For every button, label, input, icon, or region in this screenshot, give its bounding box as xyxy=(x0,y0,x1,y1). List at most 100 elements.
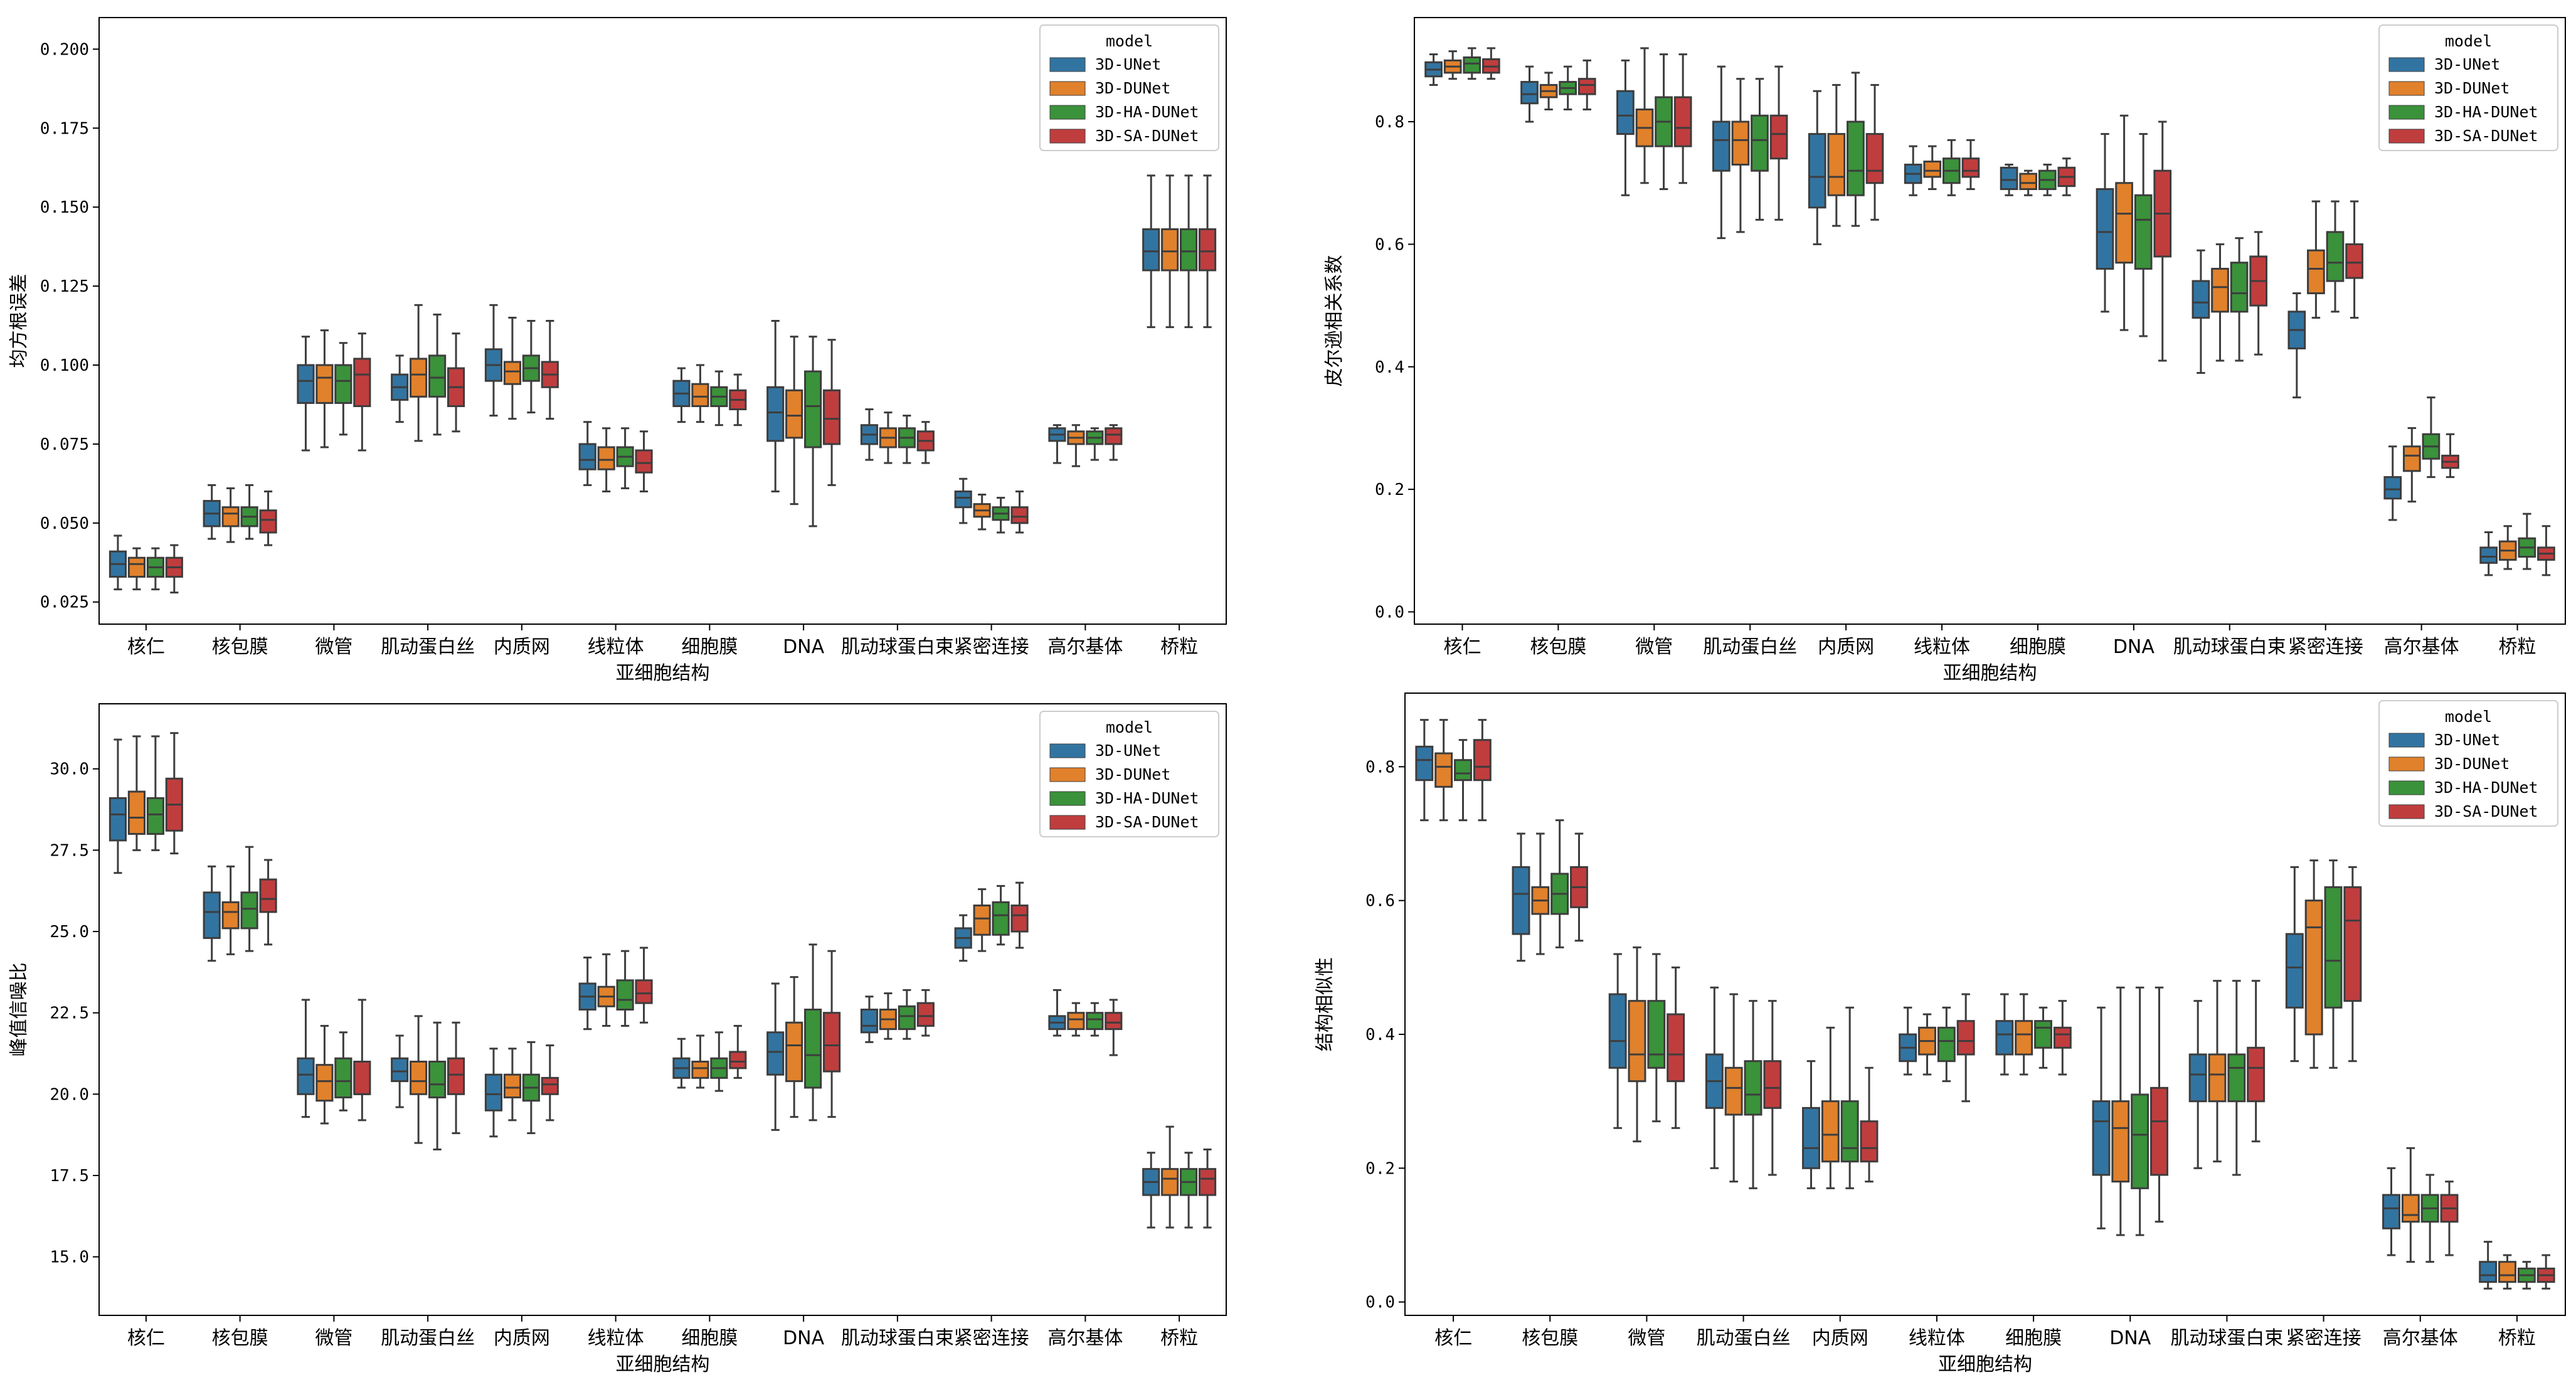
iqr-box xyxy=(503,361,521,385)
box-3D-SA-DUNet-4 xyxy=(541,1044,559,1122)
box-3D-HA-DUNet-6 xyxy=(2034,1006,2052,1069)
iqr-box xyxy=(729,1051,747,1069)
iqr-box xyxy=(2285,933,2304,1009)
iqr-box xyxy=(1865,133,1884,184)
iqr-box xyxy=(259,509,277,534)
box-3D-HA-DUNet-0 xyxy=(146,735,164,851)
box-3D-HA-DUNet-10 xyxy=(2420,1174,2439,1263)
iqr-box xyxy=(860,1009,879,1034)
iqr-box xyxy=(1577,78,1596,95)
box-3D-UNet-2 xyxy=(297,336,315,452)
box-3D-SA-DUNet-9 xyxy=(1010,490,1029,534)
iqr-box xyxy=(2092,1100,2111,1176)
box-3D-UNet-3 xyxy=(1705,986,1724,1169)
x-tick-label: 紧密连接 xyxy=(2286,1327,2361,1349)
box-3D-DUNet-0 xyxy=(1443,50,1462,80)
iqr-box xyxy=(1454,759,1472,782)
y-axis-title: 结构相似性 xyxy=(1314,957,1336,1051)
box-3D-SA-DUNet-0 xyxy=(1473,719,1492,822)
x-tick-label: 高尔基体 xyxy=(2384,636,2459,658)
box-3D-SA-DUNet-1 xyxy=(1577,59,1596,111)
iqr-box xyxy=(2192,280,2210,319)
box-3D-UNet-9 xyxy=(954,477,972,524)
x-tick-label: 线粒体 xyxy=(1914,636,1970,658)
box-3D-UNet-7 xyxy=(766,982,785,1131)
box-3D-HA-DUNet-8 xyxy=(898,989,916,1040)
iqr-box xyxy=(353,358,371,407)
box-3D-DUNet-5 xyxy=(1918,1013,1936,1076)
y-tick-label: 0.2 xyxy=(1365,1159,1395,1178)
box-3D-UNet-6 xyxy=(672,1037,691,1089)
x-tick-label: 核仁 xyxy=(1434,1327,1472,1349)
iqr-box xyxy=(1763,1060,1782,1109)
box-3D-SA-DUNet-0 xyxy=(1481,47,1500,80)
box-3D-UNet-5 xyxy=(578,957,596,1031)
iqr-box xyxy=(1731,120,1750,166)
iqr-box xyxy=(2304,899,2323,1036)
x-tick-label: 肌动球蛋白束 xyxy=(2173,636,2286,658)
box-3D-HA-DUNet-4 xyxy=(1840,1006,1859,1189)
box-3D-HA-DUNet-3 xyxy=(1751,78,1769,221)
box-3D-DUNet-0 xyxy=(127,735,146,851)
iqr-box xyxy=(2034,1020,2052,1049)
box-3D-UNet-7 xyxy=(2092,1006,2111,1229)
iqr-box xyxy=(334,1057,352,1099)
iqr-box xyxy=(578,443,596,470)
box-3D-UNet-0 xyxy=(1424,53,1443,86)
box-3D-HA-DUNet-11 xyxy=(1180,174,1198,329)
legend-title: model xyxy=(1106,32,1153,50)
x-tick-label: 细胞膜 xyxy=(681,636,738,658)
box-3D-UNet-4 xyxy=(484,1048,503,1138)
iqr-box xyxy=(2150,1086,2168,1176)
box-3D-UNet-0 xyxy=(1415,719,1434,822)
legend-label: 3D-HA-DUNet xyxy=(2434,778,2538,797)
box-3D-HA-DUNet-1 xyxy=(240,484,258,540)
iqr-box xyxy=(1840,1100,1859,1163)
box-3D-HA-DUNet-9 xyxy=(2324,859,2343,1069)
legend-swatch xyxy=(1049,129,1086,144)
box-3D-SA-DUNet-2 xyxy=(353,999,371,1122)
legend-label: 3D-UNet xyxy=(1095,741,1161,760)
box-3D-UNet-7 xyxy=(766,320,785,492)
iqr-box xyxy=(1628,1000,1646,1083)
x-tick-label: 线粒体 xyxy=(588,1327,644,1349)
iqr-box xyxy=(1520,81,1539,105)
box-3D-DUNet-11 xyxy=(1161,174,1179,329)
iqr-box xyxy=(2053,1026,2072,1049)
y-tick-label: 0.0 xyxy=(1365,1293,1395,1312)
box-3D-UNet-8 xyxy=(860,408,879,461)
iqr-box xyxy=(221,506,240,528)
box-3D-UNet-10 xyxy=(1048,989,1066,1037)
iqr-box xyxy=(410,358,428,398)
box-3D-SA-DUNet-11 xyxy=(1198,174,1217,329)
legend-swatch xyxy=(1049,767,1086,782)
box-3D-HA-DUNet-6 xyxy=(2038,163,2057,196)
iqr-box xyxy=(1512,866,1530,935)
box-3D-DUNet-7 xyxy=(2111,986,2130,1236)
iqr-box xyxy=(447,1057,465,1095)
box-3D-DUNet-3 xyxy=(1724,993,1743,1183)
box-3D-DUNet-1 xyxy=(221,487,240,543)
iqr-box xyxy=(2019,172,2038,190)
iqr-box xyxy=(766,386,785,442)
box-3D-DUNet-5 xyxy=(597,427,615,492)
box-3D-SA-DUNet-4 xyxy=(1860,1066,1879,1183)
box-3D-SA-DUNet-9 xyxy=(2345,200,2363,319)
iqr-box xyxy=(2211,267,2229,313)
box-3D-SA-DUNet-7 xyxy=(822,339,841,486)
iqr-box xyxy=(1827,133,1846,196)
iqr-box xyxy=(804,370,822,448)
legend-swatch xyxy=(1049,105,1086,120)
iqr-box xyxy=(1744,1060,1762,1116)
box-3D-DUNet-9 xyxy=(2304,859,2323,1069)
iqr-box xyxy=(146,797,164,835)
iqr-box xyxy=(616,979,634,1011)
iqr-box xyxy=(1463,56,1481,74)
iqr-box xyxy=(1415,745,1434,782)
x-tick-label: 核包膜 xyxy=(212,1327,268,1349)
iqr-box xyxy=(785,389,803,439)
box-3D-HA-DUNet-2 xyxy=(1655,53,1673,190)
iqr-box xyxy=(2402,445,2421,472)
y-tick-label: 0.4 xyxy=(1375,358,1404,377)
legend-label: 3D-UNet xyxy=(2434,55,2500,73)
